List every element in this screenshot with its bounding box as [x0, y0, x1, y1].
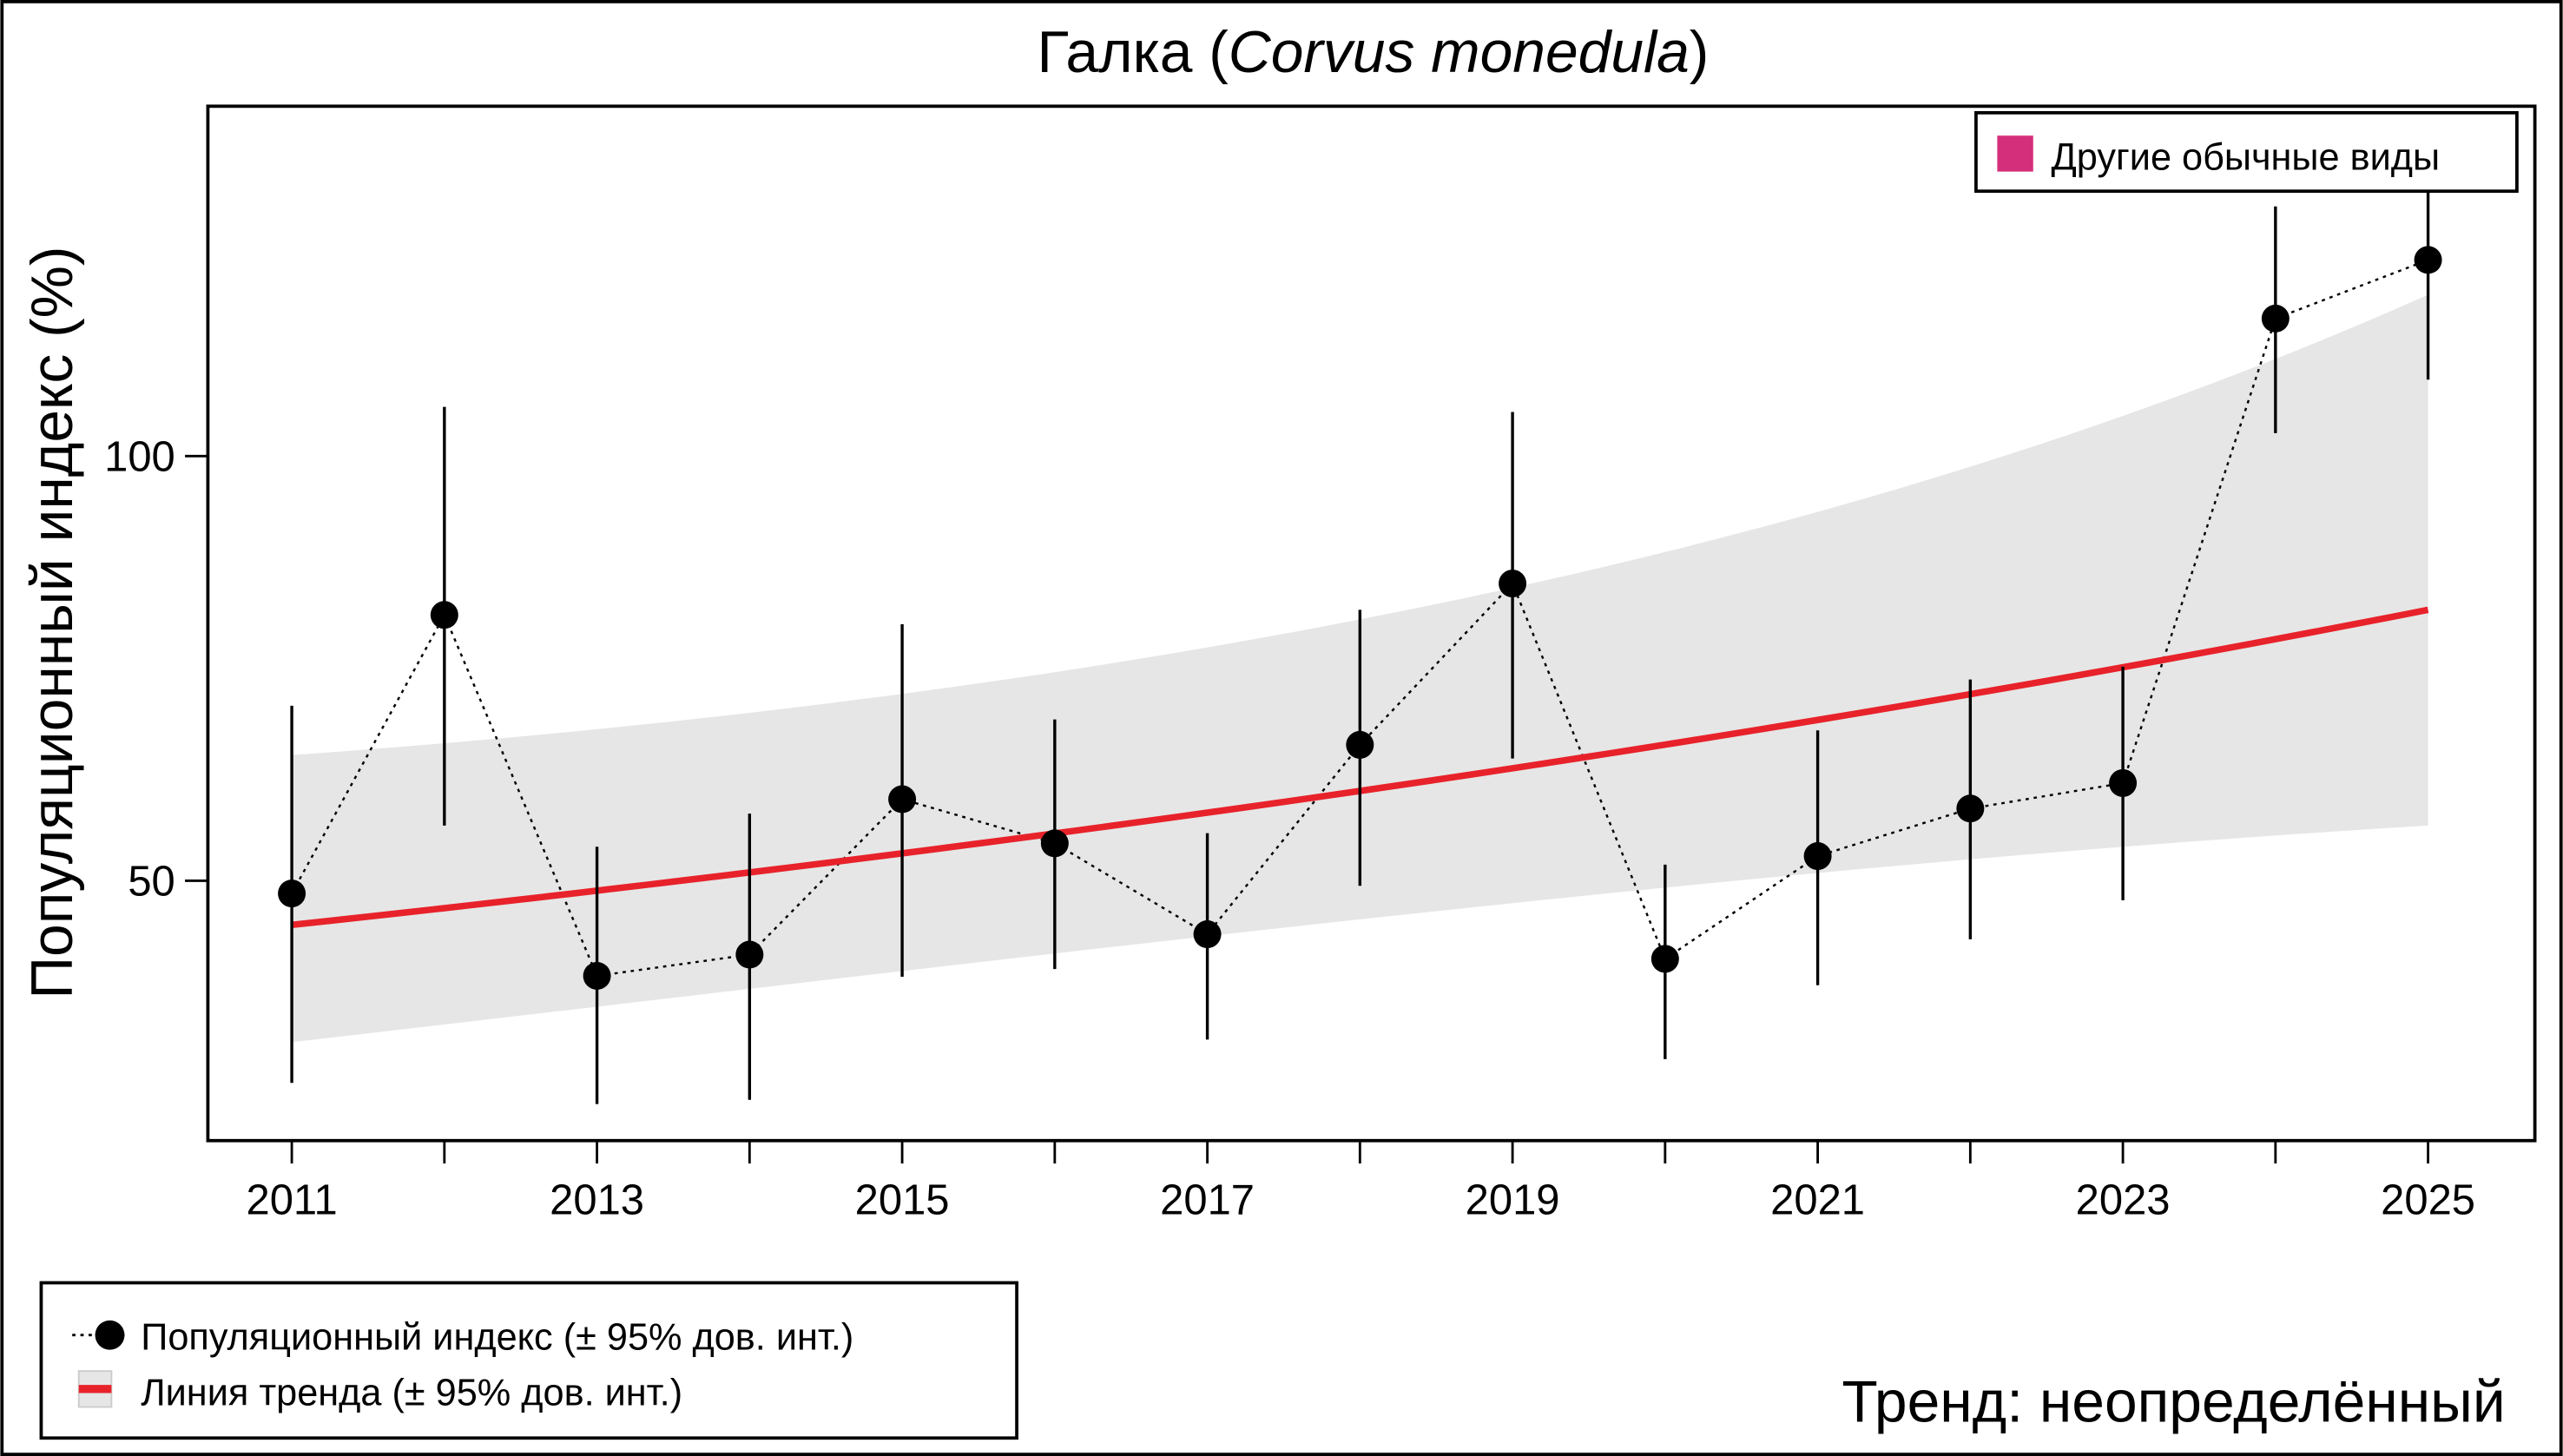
legend-point-marker: [95, 1320, 125, 1350]
data-point-2018: [1346, 730, 1374, 759]
data-point-2017: [1193, 920, 1222, 949]
legend-top: Другие обычные виды: [1974, 110, 2519, 194]
data-point-2022: [1956, 794, 1985, 823]
legend-label-index: Популяционный индекс (± 95% дов. инт.): [141, 1317, 853, 1359]
plot-content: [278, 167, 2442, 1104]
chart-title: Галка (Corvus monedula): [1037, 20, 1709, 85]
data-point-2024: [2261, 304, 2290, 333]
y-tick-label-50: 50: [128, 858, 175, 905]
data-point-2019: [1499, 570, 1527, 598]
legend-swatch-other-species: [1997, 135, 2033, 172]
x-tick-label-2019: 2019: [1466, 1176, 1560, 1223]
x-axis: 2011 2013 2015 2017 2019 2021 2023 2025: [246, 1140, 2475, 1223]
x-tick-label-2011: 2011: [246, 1176, 337, 1223]
data-point-2023: [2109, 768, 2138, 797]
x-tick-label-2015: 2015: [855, 1176, 950, 1223]
legend-label-trend: Линия тренда (± 95% дов. инт.): [141, 1373, 682, 1414]
y-axis: 50 100: [104, 433, 208, 905]
x-tick-label-2013: 2013: [550, 1176, 644, 1223]
trend-annotation: Тренд: неопределённый: [1842, 1369, 2505, 1434]
plot-border: [206, 104, 2537, 1143]
data-point-2011: [278, 880, 306, 908]
plot-area: [278, 167, 2442, 1104]
data-point-2012: [430, 601, 458, 629]
legend-bottom-box: [39, 1281, 1018, 1440]
legend-bottom: Популяционный индекс (± 95% дов. инт.) Л…: [39, 1281, 1018, 1440]
data-point-2013: [583, 961, 611, 990]
data-point-2025: [2414, 246, 2442, 274]
data-point-2016: [1040, 829, 1069, 858]
y-axis-label: Популяционный индекс (%): [20, 247, 85, 999]
x-tick-label-2023: 2023: [2076, 1176, 2171, 1223]
data-point-2021: [1803, 842, 1832, 871]
y-tick-label-100: 100: [104, 433, 175, 480]
x-tick-label-2017: 2017: [1160, 1176, 1255, 1223]
data-point-2020: [1650, 945, 1679, 973]
data-point-2014: [735, 940, 764, 969]
legend-label-other-species: Другие обычные виды: [2051, 137, 2440, 179]
legend-top-box: [1974, 110, 2519, 194]
x-tick-label-2025: 2025: [2381, 1176, 2475, 1223]
x-tick-label-2021: 2021: [1770, 1176, 1865, 1223]
data-point-2015: [888, 785, 917, 814]
